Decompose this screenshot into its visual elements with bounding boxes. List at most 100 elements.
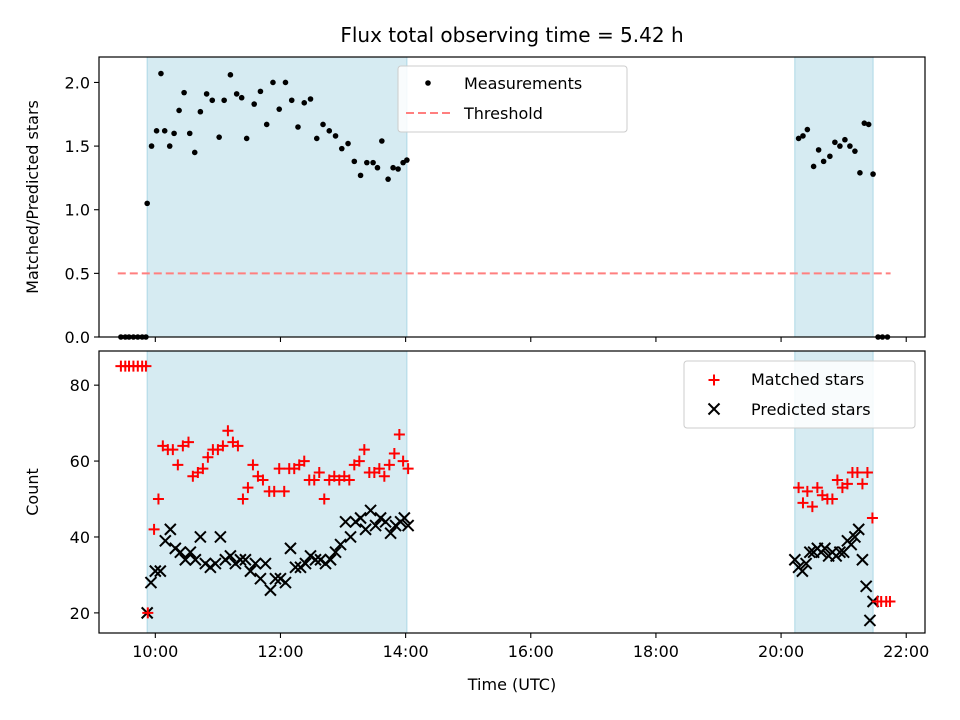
measurement-point (810, 163, 817, 170)
matched-star-point (242, 482, 254, 494)
predicted-star-point (856, 553, 869, 566)
measurement-point (842, 136, 848, 143)
axis-ticks: 10:00 12:00 14:00 16:00 18:00 20:00 22:00 20 40 6… (70, 376, 930, 661)
measurement-point (227, 72, 234, 78)
measurement-point (804, 126, 811, 133)
matched-star-point (177, 440, 189, 452)
matched-star-point (318, 493, 330, 505)
predicted-star-point (384, 526, 397, 540)
matched-star-point (397, 455, 409, 467)
legend-label-predicted: Predicted stars (751, 400, 871, 419)
y-tick-label: 2.0 (65, 73, 90, 92)
shaded-regions (146, 56, 874, 338)
x-axis-label: Time (UTC) (467, 675, 556, 694)
matched-star-point (353, 455, 365, 467)
predicted-star-point (398, 511, 411, 525)
measurement-point (233, 91, 240, 97)
measurement-point (351, 158, 358, 165)
predicted-star-point (401, 519, 415, 532)
predicted-star-point (189, 553, 202, 566)
predicted-star-point (214, 530, 227, 544)
measurement-point (197, 108, 204, 115)
measurement-point (221, 97, 227, 104)
x-tick-label: 12:00 (257, 642, 303, 661)
predicted-star-point (179, 553, 192, 566)
matched-star-point (851, 466, 863, 478)
measurement-point (832, 139, 838, 146)
predicted-star-point (209, 557, 222, 570)
measurement-point (238, 94, 245, 101)
matched-star-point (278, 485, 290, 497)
measurement-point (153, 128, 160, 134)
measurement-point (295, 124, 301, 130)
matched-star-point (298, 455, 310, 467)
matched-star-point (378, 470, 390, 482)
x-tick-label: 20:00 (758, 642, 804, 661)
matched-star-point (142, 607, 154, 619)
matched-star-point (197, 463, 209, 475)
matched-star-point (202, 451, 214, 463)
predicted-star-point (863, 614, 877, 627)
measurement-point (364, 159, 370, 166)
matched-star-point (856, 478, 868, 490)
predicted-star-point (224, 549, 237, 563)
measurement-point (148, 143, 155, 149)
matched-star-point (801, 485, 813, 497)
y-axis-label: Count (23, 468, 42, 516)
predicted-star-point (354, 511, 367, 525)
measurement-point (326, 128, 333, 134)
predicted-star-point (833, 545, 847, 559)
matched-star-point (841, 478, 853, 490)
predicted-star-point (234, 553, 247, 566)
measurement-point (307, 96, 314, 102)
measurement-point (243, 135, 250, 142)
legend: Matched stars Predicted stars (683, 360, 916, 429)
matched-star-point (308, 474, 320, 486)
y-tick-label: 1.0 (65, 201, 90, 220)
measurement-point (390, 164, 396, 171)
chart-title: Flux total observing time = 5.42 h (340, 23, 683, 47)
shaded-interval-0 (146, 56, 408, 338)
predicted-star-point (144, 576, 158, 589)
predicted-star-point (369, 519, 382, 532)
measurement-point (186, 130, 193, 137)
predicted-star-point (379, 515, 392, 529)
y-tick-label: 1.5 (65, 137, 90, 156)
bottom-panel: 10:00 12:00 14:00 16:00 18:00 20:00 22:00 20 40 6… (23, 350, 930, 694)
matched-star-point (393, 428, 405, 440)
measurement-point (357, 172, 364, 179)
measurement-point (158, 70, 164, 77)
matched-star-point (232, 440, 244, 452)
predicted-star-point (339, 515, 352, 529)
y-tick-label: 0.5 (65, 264, 90, 283)
legend-box (683, 360, 916, 429)
predicted-star-point (364, 504, 377, 517)
predicted-star-point (852, 523, 865, 536)
measurement-point (332, 133, 339, 139)
measurement-point (144, 200, 150, 207)
predicted-star-point (329, 545, 342, 559)
x-tick-label: 10:00 (132, 642, 178, 661)
measurement-point (263, 121, 270, 128)
measurement-point (404, 157, 410, 163)
matched-star-point (383, 459, 395, 471)
axes-frame (98, 56, 926, 338)
measurement-point (257, 88, 264, 95)
matched-star-point (826, 493, 838, 505)
matched-star-point (257, 474, 269, 486)
legend-label-matched: Matched stars (751, 370, 864, 389)
shaded-interval-1 (794, 56, 874, 338)
predicted-star-point (264, 583, 277, 597)
matched-star-point (811, 482, 823, 494)
measurement-point (320, 121, 326, 128)
y-axis-label: Matched/Predicted stars (23, 100, 42, 294)
legend-label-measurements: Measurements (464, 74, 582, 93)
measurement-point (203, 91, 210, 97)
predicted-star-point (848, 530, 862, 544)
measurement-point (370, 159, 376, 166)
predicted-star-point (818, 542, 832, 555)
x-tick-label: 18:00 (633, 642, 679, 661)
measurement-point (827, 153, 833, 160)
matched-star-point (222, 425, 234, 437)
matched-star-point (884, 595, 896, 607)
